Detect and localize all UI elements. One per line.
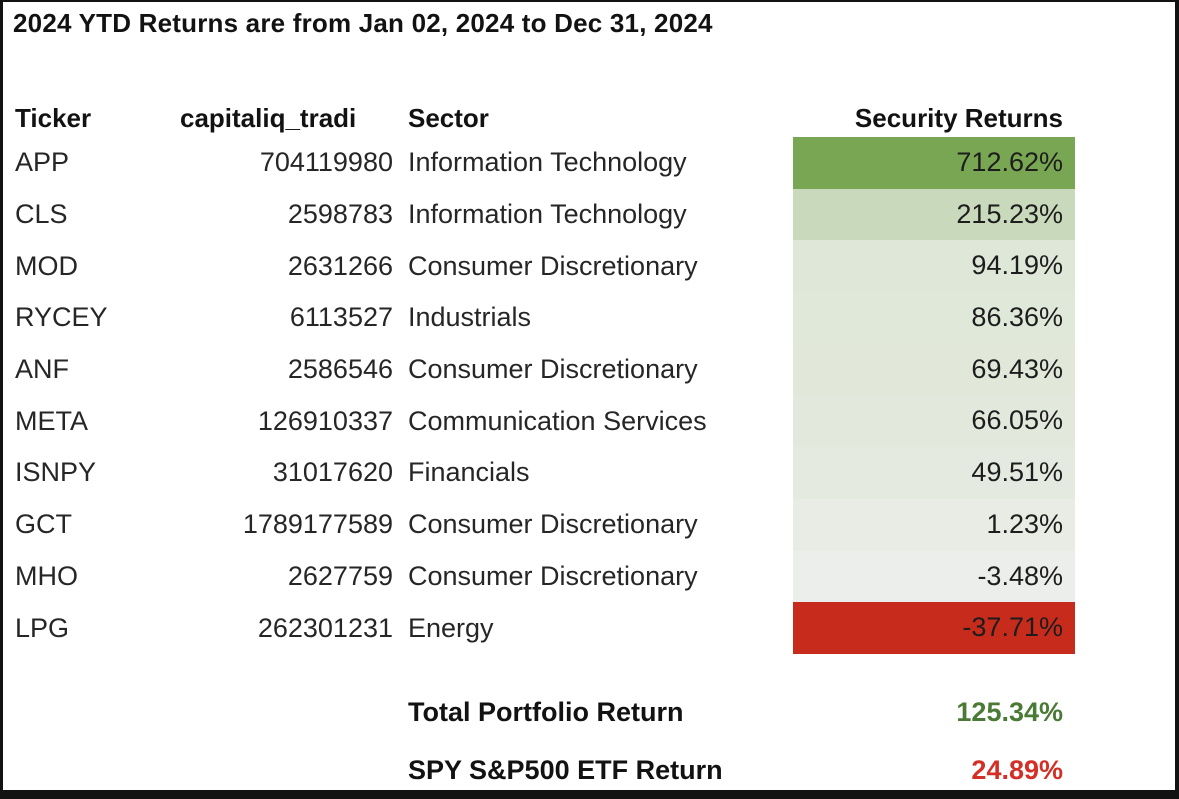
table-row: APP 704119980 Information Technology 712.62… [15, 137, 1175, 189]
ticker-cell: APP [15, 147, 70, 178]
table-header-row: Ticker capitaliq_tradi Sector Security R… [15, 99, 1175, 137]
capitaliq-tradi-cell: 2631266 [287, 250, 393, 281]
ticker-cell: ANF [15, 354, 69, 385]
capitaliq-tradi-cell: 6113527 [289, 302, 393, 333]
total-portfolio-return-row: Total Portfolio Return 125.34% [15, 684, 1175, 742]
security-return-cell: 49.51% [793, 447, 1075, 499]
capitaliq-tradi-cell: 2586546 [287, 354, 393, 385]
sector-cell: Consumer Discretionary [408, 354, 698, 385]
sector-cell: Consumer Discretionary [408, 509, 698, 540]
report-title: 2024 YTD Returns are from Jan 02, 2024 t… [13, 8, 713, 38]
table-body: APP 704119980 Information Technology 712.62… [3, 137, 1175, 654]
column-header-capitaliq-tradi: capitaliq_tradi [180, 102, 357, 133]
security-return-cell: 69.43% [793, 343, 1075, 396]
capitaliq-tradi-cell: 2627759 [287, 560, 393, 591]
security-return-cell: 66.05% [793, 395, 1075, 448]
capitaliq-tradi-cell: 31017620 [272, 457, 393, 488]
spy-etf-return-label: SPY S&P500 ETF Return [408, 755, 723, 786]
capitaliq-tradi-cell: 262301231 [257, 612, 393, 643]
table-row: MHO 2627759 Consumer Discretionary -3.48% [15, 550, 1175, 603]
ticker-cell: MOD [15, 250, 78, 281]
security-return-cell: 94.19% [793, 240, 1075, 293]
capitaliq-tradi-cell: 2598783 [287, 199, 393, 230]
ticker-cell: RYCEY [15, 302, 108, 333]
capitaliq-tradi-cell: 1789177589 [242, 509, 393, 540]
sector-cell: Information Technology [408, 199, 687, 230]
sector-cell: Communication Services [408, 405, 707, 436]
column-header-security-returns: Security Returns [854, 102, 1063, 133]
sector-cell: Consumer Discretionary [408, 560, 698, 591]
total-portfolio-return-value: 125.34% [956, 697, 1063, 728]
ticker-cell: CLS [15, 199, 68, 230]
table-row: CLS 2598783 Information Technology 215.23% [15, 188, 1175, 241]
total-portfolio-return-label: Total Portfolio Return [408, 697, 684, 728]
table-row: GCT 1789177589 Consumer Discretionary 1.23% [15, 498, 1175, 551]
table-row: ISNPY 31017620 Financials 49.51% [15, 447, 1175, 499]
capitaliq-tradi-cell: 126910337 [257, 405, 393, 436]
summary-block: Total Portfolio Return 125.34% SPY S&P50… [3, 684, 1175, 799]
sector-cell: Consumer Discretionary [408, 250, 698, 281]
table-row: MOD 2631266 Consumer Discretionary 94.19% [15, 240, 1175, 293]
security-return-cell: 712.62% [793, 137, 1075, 189]
column-header-ticker: Ticker [15, 102, 92, 133]
spy-etf-return-row: SPY S&P500 ETF Return 24.89% [15, 742, 1175, 799]
security-return-cell: 1.23% [793, 498, 1075, 551]
ticker-cell: LPG [15, 612, 70, 643]
ticker-cell: ISNPY [15, 457, 97, 488]
column-header-sector: Sector [408, 102, 489, 133]
security-return-cell: -3.48% [793, 550, 1075, 603]
ticker-cell: MHO [15, 560, 78, 591]
table-row: META 126910337 Communication Services 66.05… [15, 395, 1175, 448]
sector-cell: Financials [408, 457, 530, 488]
table-row: LPG 262301231 Energy -37.71% [15, 602, 1175, 654]
sector-cell: Energy [408, 612, 494, 643]
bottom-border-bar [0, 790, 1179, 799]
ticker-cell: GCT [15, 509, 72, 540]
security-return-cell: 86.36% [793, 292, 1075, 344]
security-return-cell: 215.23% [793, 188, 1075, 241]
spy-etf-return-value: 24.89% [971, 755, 1063, 786]
table-row: RYCEY 6113527 Industrials 86.36% [15, 292, 1175, 344]
table-row: ANF 2586546 Consumer Discretionary 69.43% [15, 343, 1175, 396]
sector-cell: Industrials [408, 302, 532, 333]
security-return-cell: -37.71% [793, 602, 1075, 654]
capitaliq-tradi-cell: 704119980 [259, 147, 393, 178]
ticker-cell: META [15, 405, 88, 436]
sector-cell: Information Technology [408, 147, 687, 178]
